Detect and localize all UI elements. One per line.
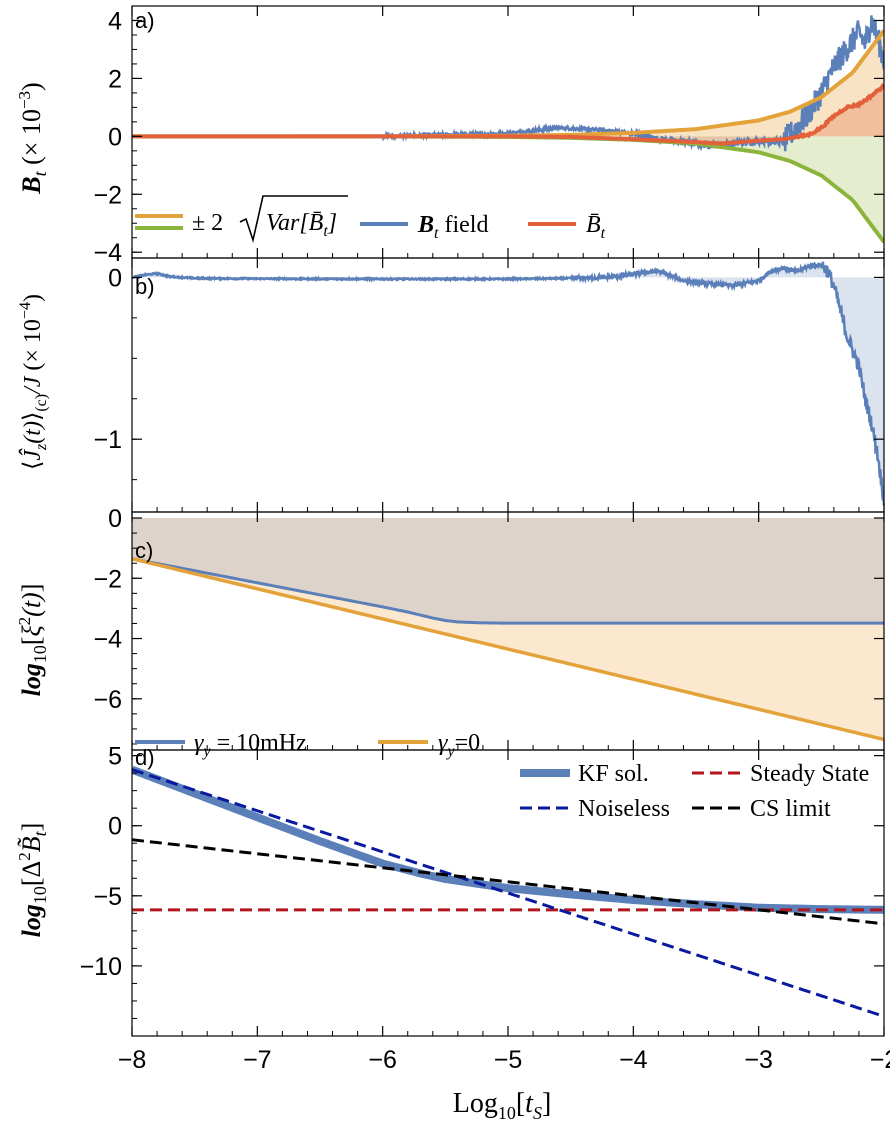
series-noiseless <box>132 768 884 1018</box>
xtick-label: −2 <box>870 1046 890 1074</box>
ylabel-d: log10[Δ2B̃t] <box>15 823 50 938</box>
legend-c-s2-text: γy=0 <box>438 730 480 760</box>
ytick-label: −2 <box>93 181 122 209</box>
gamma0-fill <box>132 518 884 740</box>
panel-frame <box>131 257 885 513</box>
legend-c: γy = 10mHz γy=0 <box>135 730 480 760</box>
ylabel-a: Bt (× 10−3) <box>15 82 50 194</box>
ytick-label: −5 <box>93 883 122 911</box>
legend-c-s1-text: γy = 10mHz <box>194 730 307 760</box>
panel-label-b: b) <box>135 274 155 299</box>
panel-a: −4 −2 0 2 4 <box>93 5 885 267</box>
series-jz <box>132 261 884 506</box>
panel-label-d: d) <box>135 745 155 770</box>
ytick-label: 2 <box>108 65 122 93</box>
legend-d-kf-text: KF sol. <box>578 761 649 787</box>
xtick-label: −3 <box>744 1046 773 1074</box>
ytick-label: −4 <box>93 626 122 654</box>
legend-a-mean-text: B̄t <box>586 212 606 242</box>
xtick-label: −4 <box>619 1046 648 1074</box>
jz-fill <box>132 261 884 506</box>
ylabel-b: ⟨Ĵz(t)⟩(c)/J (× 10−4) <box>17 294 50 470</box>
panel-c-marks <box>132 518 884 742</box>
legend-a-var-prefix: ± 2 <box>192 210 223 236</box>
xlabel: Log10[tS] <box>453 1088 552 1123</box>
legend-d-steady-text: Steady State <box>750 761 869 787</box>
panel-d: −10 −5 0 5 −8 −7 −6 −5 −4 −3 −2 <box>80 743 890 1074</box>
xtick-label: −5 <box>494 1046 523 1074</box>
var-band-lower <box>132 136 884 243</box>
xtick-label: −7 <box>243 1046 272 1074</box>
gamma10-fill <box>132 518 884 624</box>
ytick-label: 0 <box>108 123 122 151</box>
series-gamma0 <box>132 556 884 742</box>
legend-a: ± 2 Var[B̄t] Bt field B̄t <box>135 195 606 243</box>
panel-a-marks <box>132 15 884 244</box>
ytick-label: 0 <box>108 264 122 292</box>
legend-a-field-text: Bt field <box>417 212 488 242</box>
ytick-label: 0 <box>108 813 122 841</box>
panel-b-marks <box>132 261 884 506</box>
ytick-label: 4 <box>108 7 122 35</box>
series-gamma10 <box>132 557 884 625</box>
panel-frame <box>131 749 885 1037</box>
panel-label-c: c) <box>135 538 153 563</box>
ytick-label: −1 <box>93 426 122 454</box>
panel-d-marks <box>132 765 884 1018</box>
var-band-upper <box>132 30 884 137</box>
legend-d: KF sol. Noiseless Steady State CS limit <box>520 761 869 822</box>
xtick-label: −8 <box>118 1046 147 1074</box>
legend-a-var-inner: Var[B̄t] <box>266 210 337 240</box>
sqrt-sign <box>239 195 348 243</box>
legend-d-noiseless-text: Noiseless <box>578 796 670 822</box>
ytick-label: −10 <box>80 953 122 981</box>
series-cs-limit <box>132 838 884 926</box>
series-bt-mean <box>132 83 884 146</box>
ytick-label: −2 <box>93 565 122 593</box>
ytick-label: −4 <box>93 239 122 267</box>
panel-label-a: a) <box>135 8 155 33</box>
ylabel-c: log10[ξ2(t)] <box>15 584 50 697</box>
ytick-label: 0 <box>108 505 122 533</box>
ytick-label: −6 <box>93 686 122 714</box>
ytick-label: 5 <box>108 743 122 771</box>
panel-b: −1 0 <box>93 257 885 513</box>
xtick-label: −6 <box>368 1046 397 1074</box>
panel-c: −6 −4 −2 0 <box>93 505 885 751</box>
legend-d-cs-text: CS limit <box>750 796 831 822</box>
series-kf <box>132 765 884 914</box>
